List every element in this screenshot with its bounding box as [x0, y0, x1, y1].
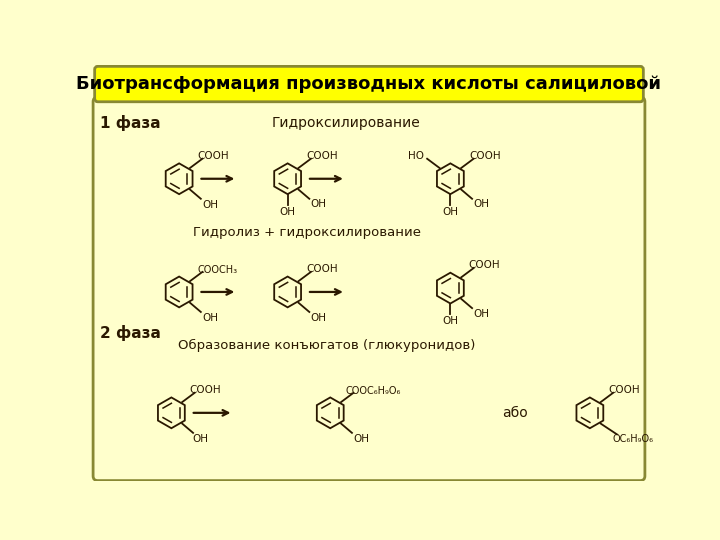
Text: OH: OH [202, 200, 218, 210]
Text: OH: OH [473, 308, 490, 319]
Text: OH: OH [442, 207, 459, 217]
FancyBboxPatch shape [94, 66, 644, 102]
FancyBboxPatch shape [93, 97, 645, 481]
Text: OH: OH [442, 316, 459, 326]
Text: COOH: COOH [306, 151, 338, 161]
Text: HO: HO [408, 151, 424, 161]
Text: COOH: COOH [469, 260, 500, 270]
Text: OH: OH [310, 313, 327, 323]
Text: OH: OH [354, 434, 369, 444]
Text: COOCH₃: COOCH₃ [197, 265, 237, 275]
Text: 2 фаза: 2 фаза [100, 325, 161, 341]
Text: COOC₆H₉O₆: COOC₆H₉O₆ [346, 386, 401, 395]
Text: OH: OH [310, 199, 327, 209]
Text: COOH: COOH [469, 151, 501, 161]
Text: Биотрансформация производных кислоты салициловой: Биотрансформация производных кислоты сал… [76, 75, 662, 93]
Text: Гидроксилирование: Гидроксилирование [271, 116, 420, 130]
Text: COOH: COOH [189, 384, 221, 395]
Text: OC₆H₉O₆: OC₆H₉O₆ [613, 434, 654, 444]
Text: OH: OH [279, 207, 296, 217]
Text: 1 фаза: 1 фаза [100, 114, 161, 131]
Text: OH: OH [473, 199, 490, 209]
Text: OH: OH [193, 434, 209, 444]
Text: COOH: COOH [608, 384, 640, 395]
Text: або: або [502, 406, 528, 420]
Text: Образование конъюгатов (глюкуронидов): Образование конъюгатов (глюкуронидов) [178, 339, 475, 353]
Text: COOH: COOH [197, 151, 229, 161]
Text: Гидролиз + гидроксилирование: Гидролиз + гидроксилирование [193, 226, 421, 239]
Text: OH: OH [202, 313, 218, 323]
Text: COOH: COOH [306, 264, 338, 274]
